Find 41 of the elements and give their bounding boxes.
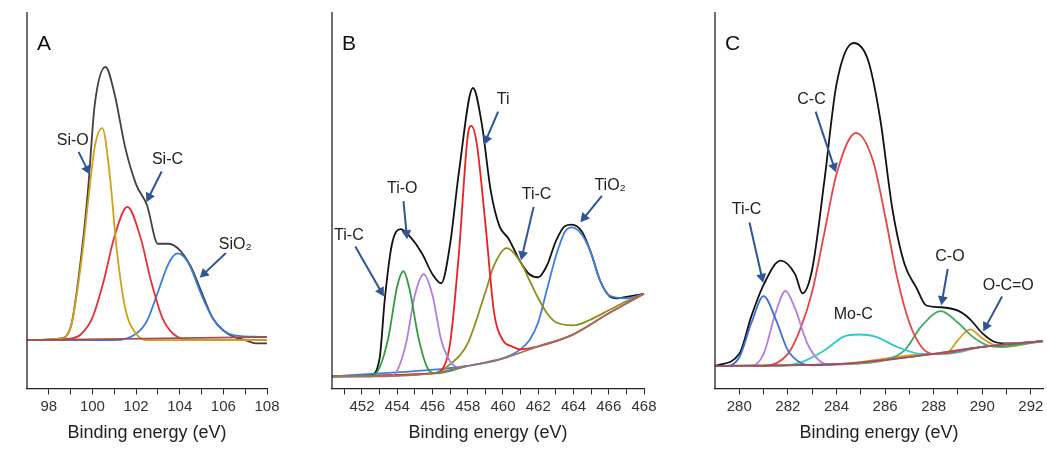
x-tick-label: 108 <box>254 396 280 414</box>
x-tick-label: 100 <box>79 396 105 414</box>
x-tick-label: 280 <box>726 396 752 414</box>
annotation: Ti-C <box>521 184 552 202</box>
annotation: SiO₂ <box>218 234 252 252</box>
annotation: Ti <box>496 89 510 107</box>
x-tick-label: 466 <box>596 396 622 414</box>
x-tick-label: 282 <box>775 396 801 414</box>
x-tick-label: 106 <box>210 396 236 414</box>
x-axis-title: Binding energy (eV) <box>67 422 227 443</box>
x-axis-title: Binding energy (eV) <box>408 422 568 443</box>
annotation: O-C=O <box>982 275 1034 293</box>
x-axis-title: Binding energy (eV) <box>799 422 959 443</box>
annotation: C-C <box>797 89 826 107</box>
x-tick-label: 290 <box>969 396 995 414</box>
x-tick-label: 468 <box>631 396 657 414</box>
annotation: Si-O <box>56 130 89 148</box>
annotation: Si-C <box>151 150 184 168</box>
x-tick-label: 286 <box>872 396 898 414</box>
annotation: Mo-C <box>833 304 873 322</box>
annotation: Ti-O <box>387 178 418 196</box>
x-tick-label: 284 <box>823 396 849 414</box>
x-tick-label: 292 <box>1018 396 1044 414</box>
annotation: Ti-C <box>334 225 364 243</box>
x-tick-label: 464 <box>560 396 587 414</box>
x-tick-label: 460 <box>490 396 516 414</box>
x-tick-label: 288 <box>921 396 947 414</box>
chart-title: C <box>725 30 741 54</box>
x-tick-label: 104 <box>167 396 193 414</box>
x-tick-label: 454 <box>384 396 410 414</box>
x-tick-label: 462 <box>525 396 551 414</box>
chart-title: A <box>37 30 52 54</box>
annotation: C-O <box>935 246 965 264</box>
x-tick-label: 456 <box>419 396 445 414</box>
x-tick-label: 452 <box>349 396 375 414</box>
x-tick-label: 102 <box>123 396 149 414</box>
annotation: Ti-C <box>731 200 762 218</box>
chart-title: B <box>342 30 357 54</box>
x-tick-label: 458 <box>455 396 481 414</box>
annotation: TiO₂ <box>594 176 626 194</box>
x-tick-label: 98 <box>40 396 58 414</box>
